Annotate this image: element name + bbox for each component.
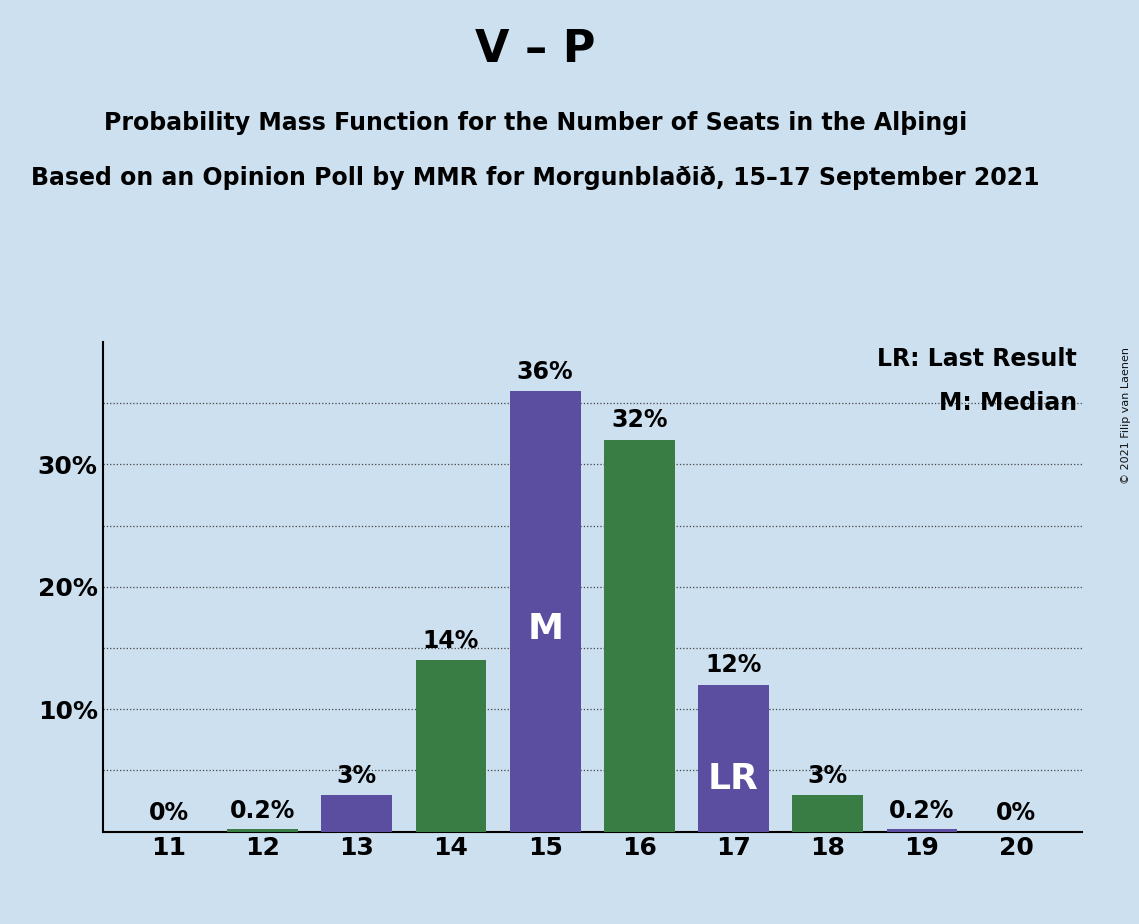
Text: 32%: 32% <box>612 408 667 432</box>
Text: LR: Last Result: LR: Last Result <box>877 346 1077 371</box>
Text: M: M <box>527 612 563 646</box>
Bar <box>416 660 486 832</box>
Text: 0%: 0% <box>148 801 188 825</box>
Text: M: Median: M: Median <box>939 391 1077 415</box>
Text: Probability Mass Function for the Number of Seats in the Alþingi: Probability Mass Function for the Number… <box>104 111 967 135</box>
Text: © 2021 Filip van Laenen: © 2021 Filip van Laenen <box>1121 347 1131 484</box>
Bar <box>228 829 298 832</box>
Bar <box>510 391 581 832</box>
Text: Based on an Opinion Poll by MMR for Morgunblaðið, 15–17 September 2021: Based on an Opinion Poll by MMR for Morg… <box>31 166 1040 190</box>
Text: 3%: 3% <box>808 763 847 787</box>
Text: 0.2%: 0.2% <box>230 799 295 823</box>
Text: 3%: 3% <box>337 763 377 787</box>
Text: 0.2%: 0.2% <box>890 799 954 823</box>
Bar <box>604 440 674 832</box>
Text: 36%: 36% <box>517 359 574 383</box>
Text: LR: LR <box>708 761 759 796</box>
Bar <box>698 685 769 832</box>
Text: 14%: 14% <box>423 629 480 653</box>
Text: 12%: 12% <box>705 653 762 677</box>
Text: 0%: 0% <box>997 801 1036 825</box>
Bar <box>793 795 863 832</box>
Bar <box>886 829 957 832</box>
Text: V – P: V – P <box>475 28 596 71</box>
Bar <box>321 795 392 832</box>
